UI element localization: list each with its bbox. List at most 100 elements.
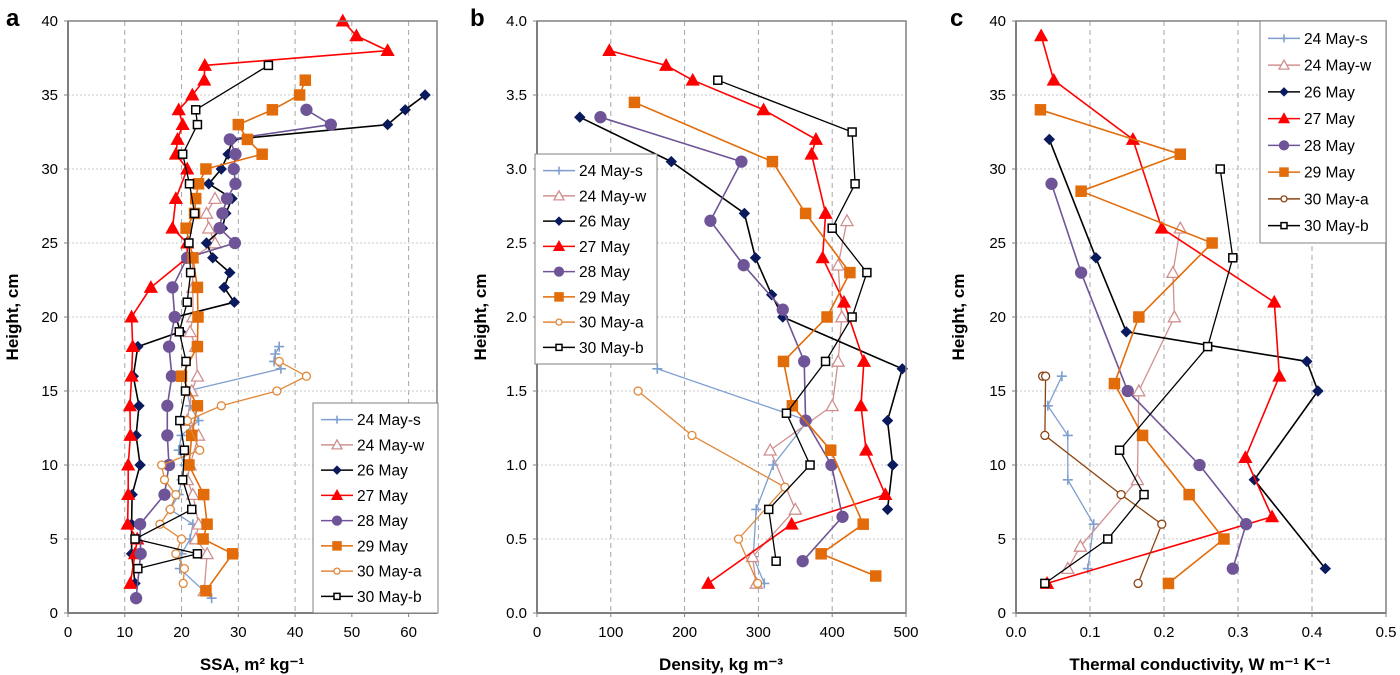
data-point-28-may [166, 281, 179, 294]
data-point-30-may-a [274, 356, 284, 367]
legend-label: 24 May-w [357, 437, 425, 454]
data-point-30-may-a [195, 445, 205, 455]
data-point-30-may-a [301, 371, 312, 381]
legend-label: 30 May-b [357, 589, 422, 606]
data-point-26-may [134, 459, 146, 471]
series-line-30-may-b [1044, 168, 1234, 584]
data-point-27-may [123, 576, 138, 589]
legend-marker-24-may-s [1280, 34, 1288, 43]
data-point-30-may-b [184, 238, 194, 248]
data-point-27-may [197, 72, 212, 86]
data-point-30-may-a [272, 386, 282, 396]
x-tick-label: 200 [672, 624, 697, 641]
panel-b-density: b 0 100 200 300 400 500 0.0 0.5 1.0 1.5 2.0 2.5 3.0 3… [470, 5, 919, 674]
legend-item-29-may: 29 May [321, 538, 408, 555]
legend-marker-28-may [331, 515, 343, 526]
data-point-27-may [685, 72, 700, 86]
data-point-30-may-b [1040, 578, 1050, 589]
data-point-29-may [824, 444, 837, 456]
data-point-24-may-s [1042, 400, 1053, 411]
legend-box [534, 153, 658, 365]
data-point-29-may [191, 400, 204, 412]
data-point-24-may-w [1131, 383, 1146, 397]
data-point-26-may [665, 155, 678, 168]
legend-item-30-may-a: 30 May-a [1268, 191, 1369, 208]
y-tick-label: 1.0 [506, 457, 527, 474]
legend-marker-26-may [332, 465, 342, 475]
y-tick-label: 25 [989, 235, 1006, 252]
data-point-26-may [881, 414, 894, 427]
data-point-30-may-a [171, 489, 181, 500]
legend-label: 24 May-w [579, 188, 647, 205]
data-point-30-may-b [1139, 489, 1149, 500]
data-point-26-may [574, 111, 586, 123]
data-point-28-may [776, 303, 789, 316]
data-point-24-may-s [270, 349, 281, 359]
y-tick-label: 1.5 [506, 383, 527, 400]
y-axis-label-b: Height, cm [471, 274, 490, 361]
data-point-26-may [200, 237, 213, 249]
data-point-30-may-b [847, 127, 857, 137]
data-point-26-may [1090, 252, 1102, 264]
data-point-30-may-b [184, 179, 195, 189]
legend-marker-27-may [1277, 112, 1291, 124]
x-tick-label: 40 [287, 624, 304, 641]
data-point-24-may-w [182, 324, 198, 338]
y-tick-label: 40 [989, 13, 1006, 30]
legend-marker-27-may [330, 489, 344, 501]
data-point-30-may-a [165, 504, 175, 515]
data-point-30-may-a [216, 401, 226, 411]
legend-item-27-may: 27 May [321, 488, 408, 505]
legend-marker-30-may-b [333, 592, 341, 601]
data-point-29-may [766, 155, 779, 168]
x-axis-label-b: Density, kg m⁻³ [659, 655, 783, 674]
y-tick-label: 15 [41, 383, 58, 400]
data-point-30-may-b [133, 563, 143, 574]
data-point-30-may-b [1228, 253, 1238, 263]
data-point-29-may [197, 533, 209, 545]
x-tick-label: 0 [64, 624, 72, 641]
data-point-29-may [799, 207, 812, 220]
series-28-may [129, 103, 337, 605]
legend-label: 30 May-a [357, 564, 422, 581]
legend-c: 24 May-s 24 May-w 26 May 27 May 28 May 29 May… [1259, 20, 1387, 244]
legend-marker-30-may-b [555, 343, 563, 352]
data-point-24-may-w [830, 257, 846, 271]
data-point-30-may-b [1103, 534, 1113, 544]
series-24-may-s [652, 363, 813, 589]
data-point-30-may-b [850, 179, 860, 189]
data-point-29-may [293, 89, 306, 101]
data-point-27-may [185, 87, 200, 101]
legend-item-24-may-s: 24 May-s [321, 412, 421, 429]
legend-item-24-may-w: 24 May-w [543, 188, 647, 205]
data-point-29-may [197, 488, 210, 501]
data-point-24-may-w [190, 368, 205, 382]
data-point-29-may [183, 459, 195, 471]
data-point-29-may [200, 585, 212, 597]
data-point-27-may [701, 576, 716, 589]
y-tick-label: 10 [41, 457, 58, 474]
data-point-29-may [232, 118, 245, 131]
panel-label-c: c [950, 5, 963, 32]
legend-item-24-may-s: 24 May-s [543, 163, 643, 180]
data-point-27-may [124, 368, 139, 382]
data-point-27-may [121, 457, 136, 471]
data-point-24-may-w [1173, 220, 1188, 234]
data-point-26-may [1043, 133, 1056, 146]
data-point-29-may [187, 252, 199, 264]
data-point-27-may [170, 132, 185, 145]
y-tick-label: 35 [41, 87, 58, 104]
data-point-30-may-b [1202, 341, 1213, 352]
y-tick-label: 25 [41, 235, 58, 252]
data-point-28-may [704, 214, 717, 227]
legend-marker-27-may [552, 240, 566, 252]
x-tick-label: 0.1 [1080, 624, 1101, 641]
data-point-28-may [1074, 266, 1088, 279]
y-tick-label: 0.5 [506, 531, 527, 548]
panel-label-b: b [470, 5, 485, 32]
data-point-24-may-w [1167, 309, 1182, 323]
x-tick-label: 400 [820, 624, 845, 641]
legend-item-28-may: 28 May [543, 264, 630, 281]
x-tick-label: 0.4 [1302, 624, 1323, 641]
data-point-26-may [738, 207, 751, 220]
